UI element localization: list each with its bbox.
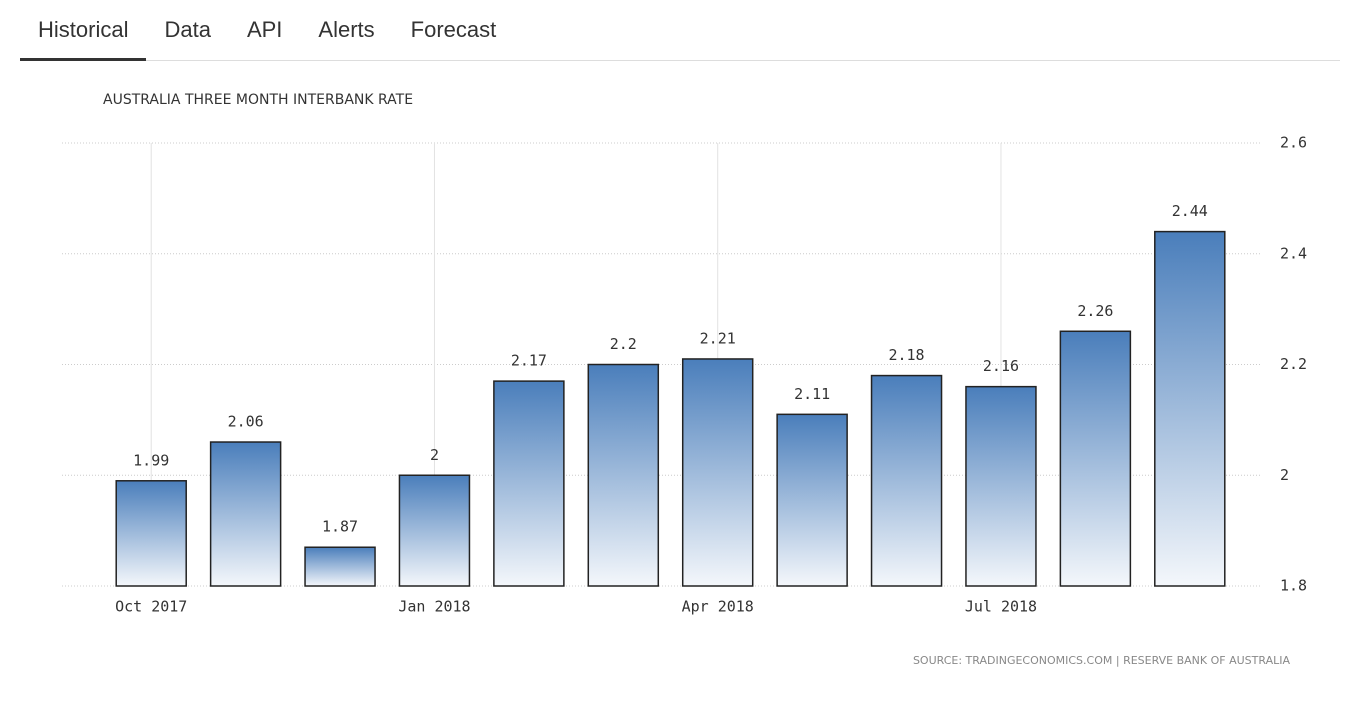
x-tick-label: Apr 2018 xyxy=(682,598,754,616)
y-tick-label: 2.6 xyxy=(1280,134,1307,152)
tab-bar: Historical Data API Alerts Forecast xyxy=(20,0,1340,61)
bar xyxy=(1059,330,1132,587)
source-note: SOURCE: TRADINGECONOMICS.COM | RESERVE B… xyxy=(913,654,1291,667)
data-label: 1.87 xyxy=(322,518,358,536)
chart: AUSTRALIA THREE MONTH INTERBANK RATE SOU… xyxy=(62,92,1307,667)
data-label: 2.06 xyxy=(228,413,264,431)
data-label: 2.44 xyxy=(1172,202,1208,220)
data-label: 2 xyxy=(430,446,439,464)
bar xyxy=(493,380,565,587)
bar xyxy=(1154,230,1226,587)
data-label: 2.26 xyxy=(1077,302,1113,320)
data-label: 2.21 xyxy=(700,329,736,347)
y-tick-label: 2.4 xyxy=(1280,244,1307,262)
data-label: 2.17 xyxy=(511,352,547,370)
chart-title: AUSTRALIA THREE MONTH INTERBANK RATE xyxy=(103,92,413,108)
y-tick-label: 2 xyxy=(1280,466,1289,484)
bar xyxy=(776,413,848,587)
y-tick-label: 2.2 xyxy=(1280,355,1307,373)
tab[interactable]: Forecast xyxy=(410,17,497,42)
bar xyxy=(587,363,660,587)
x-tick-label: Oct 2017 xyxy=(115,598,187,616)
x-tick-label: Jan 2018 xyxy=(398,598,470,616)
data-label: 2.2 xyxy=(610,335,637,353)
bar xyxy=(681,358,754,587)
bar xyxy=(965,385,1037,587)
data-label: 2.16 xyxy=(983,357,1019,375)
data-label: 2.18 xyxy=(888,346,924,364)
bar xyxy=(398,474,471,587)
bar xyxy=(209,441,282,587)
tab[interactable]: Alerts xyxy=(318,17,375,42)
tab[interactable]: Data xyxy=(164,17,211,42)
tab[interactable]: API xyxy=(246,17,283,42)
x-tick-label: Jul 2018 xyxy=(965,598,1037,616)
data-label: 1.99 xyxy=(133,451,169,469)
y-tick-label: 1.8 xyxy=(1280,577,1307,595)
bar xyxy=(870,374,943,587)
bar xyxy=(115,480,187,587)
tab[interactable]: Historical xyxy=(20,0,147,61)
bar xyxy=(304,546,376,587)
data-label: 2.11 xyxy=(794,385,830,403)
